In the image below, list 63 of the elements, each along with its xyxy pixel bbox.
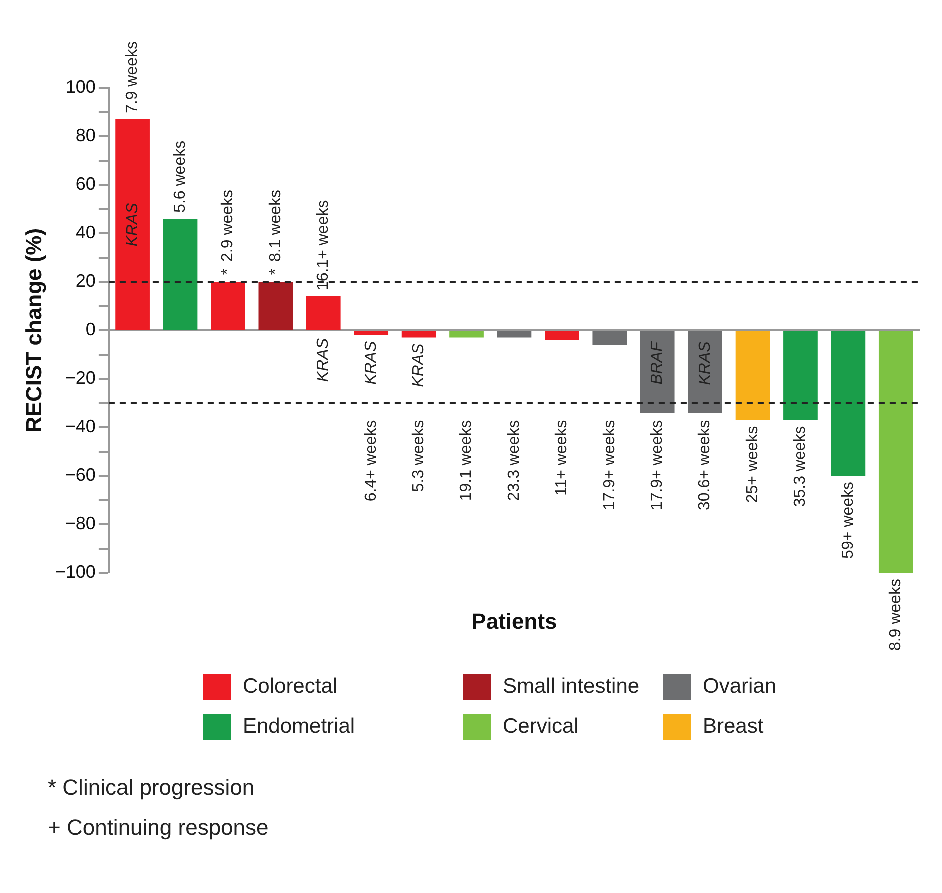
- x-axis-title: Patients: [472, 609, 558, 634]
- x-tick-label: 5.3 weeks: [410, 420, 428, 492]
- legend-label: Ovarian: [703, 675, 777, 699]
- bar: [450, 331, 484, 338]
- text: * Clinical progression: [48, 774, 256, 802]
- data-label: KRAS: [410, 343, 428, 388]
- legend-label: Breast: [703, 715, 764, 739]
- x-tick-label: 6.4+ weeks: [362, 420, 380, 502]
- y-tick-label: 20: [76, 270, 96, 291]
- x-tick-label: 2.9 weeks: [220, 190, 237, 262]
- y-tick-label: −20: [65, 368, 96, 388]
- x-tick-label: 8.1 weeks: [267, 190, 284, 262]
- x-tick-label: 30.6+ weeks: [696, 420, 714, 511]
- legend-label: Small intestine: [503, 675, 640, 699]
- y-tick-label: −100: [55, 562, 96, 582]
- bar: [784, 331, 818, 420]
- bar: [163, 218, 198, 330]
- x-tick-label: 11+ weeks: [554, 420, 571, 496]
- bar: [688, 331, 722, 413]
- bar: [354, 331, 389, 336]
- x-tick-label: 7.9 weeks: [124, 41, 142, 114]
- bar: [831, 331, 866, 476]
- x-tick-label: 16.1+ weeks: [315, 200, 332, 291]
- x-tick-label: 5.6 weeks: [172, 140, 189, 213]
- y-axis-title: RECIST change (%): [21, 228, 46, 433]
- data-label: KRAS: [696, 341, 714, 386]
- bar: [116, 120, 150, 330]
- text: + Continuing response: [48, 814, 270, 842]
- x-tick-label: 23.3 weeks: [506, 420, 523, 502]
- data-label: BRAF: [649, 340, 666, 385]
- bar: [545, 331, 580, 340]
- data-label: KRAS: [315, 338, 332, 382]
- x-tick-label: 19.1 weeks: [458, 420, 476, 502]
- x-tick-label: 59+ weeks: [840, 482, 857, 559]
- y-tick-label: −80: [65, 513, 96, 534]
- bar: [640, 331, 675, 413]
- y-tick-label: 60: [76, 174, 96, 194]
- x-tick-label: 25+ weeks: [744, 426, 762, 504]
- bar: [592, 331, 628, 346]
- x-tick-label: 8.9 weeks: [888, 579, 905, 652]
- y-tick-label: −40: [65, 416, 96, 436]
- legend-label: Endometrial: [243, 715, 356, 739]
- bar: [258, 282, 294, 330]
- y-tick-label: 0: [86, 319, 96, 340]
- x-tick-label: 17.9+ weeks: [601, 420, 618, 511]
- bar: [497, 331, 532, 338]
- data-label: KRAS: [124, 202, 142, 247]
- bar: [211, 282, 246, 330]
- y-tick-label: −60: [65, 464, 96, 485]
- data-label: *: [220, 268, 237, 276]
- bar: [306, 296, 341, 330]
- legend-label: Colorectal: [243, 675, 338, 699]
- bar: [736, 331, 770, 420]
- data-label: KRAS: [362, 341, 380, 385]
- x-tick-label: 17.9+ weeks: [649, 420, 666, 511]
- legend-label: Cervical: [503, 715, 579, 739]
- bar: [402, 331, 436, 338]
- x-tick-label: 35.3 weeks: [792, 426, 810, 508]
- y-tick-label: 100: [66, 76, 96, 97]
- y-tick-label: 40: [76, 222, 96, 242]
- bar: [878, 331, 914, 573]
- data-label: *: [267, 268, 284, 276]
- y-tick-label: 80: [76, 125, 96, 146]
